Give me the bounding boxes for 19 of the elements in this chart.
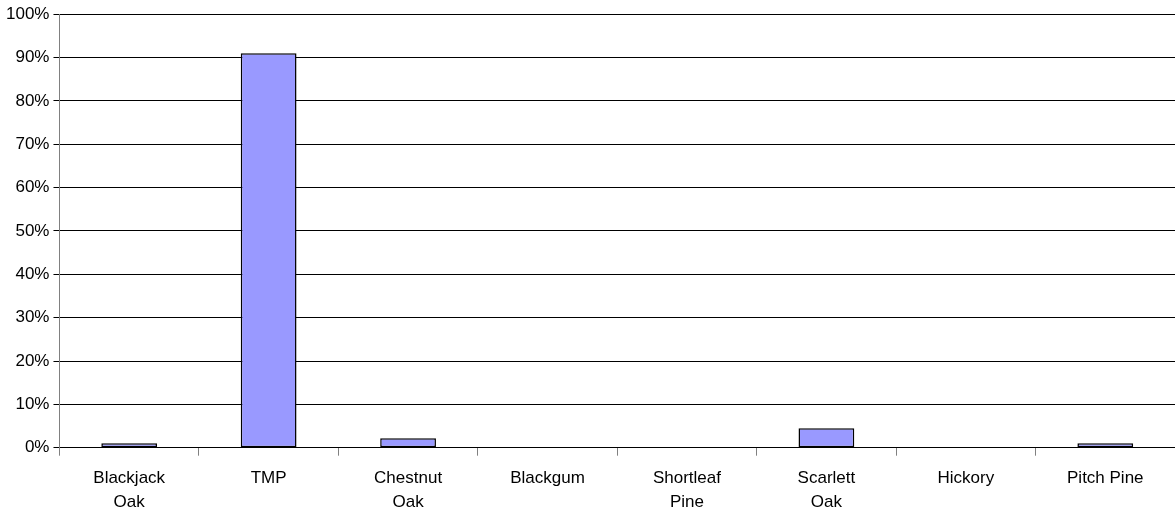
x-tick-label: Hickory: [937, 467, 995, 487]
y-tick-label: 100%: [6, 3, 50, 23]
x-tick-label: TMP: [250, 467, 287, 487]
y-tick-label: 30%: [15, 307, 50, 327]
y-tick-label: 80%: [15, 90, 50, 110]
x-tick-label: Blackjack Oak: [93, 467, 166, 512]
y-tick-label: 50%: [15, 220, 50, 240]
x-tick-label: Pitch Pine: [1067, 467, 1144, 487]
x-tick-label: Blackgum: [510, 467, 585, 487]
y-tick-label: 70%: [15, 133, 50, 153]
y-tick-label: 40%: [15, 263, 50, 283]
x-tick-label: Chestnut Oak: [374, 467, 443, 512]
y-tick-label: 0%: [24, 437, 50, 457]
y-tick-label: 10%: [15, 394, 50, 414]
x-tick-label: Scarlett Oak: [797, 467, 856, 512]
y-tick-label: 20%: [15, 350, 50, 370]
y-tick-label: 90%: [15, 47, 50, 67]
y-tick-label: 60%: [15, 177, 50, 197]
x-tick-label: Shortleaf Pine: [652, 467, 722, 512]
